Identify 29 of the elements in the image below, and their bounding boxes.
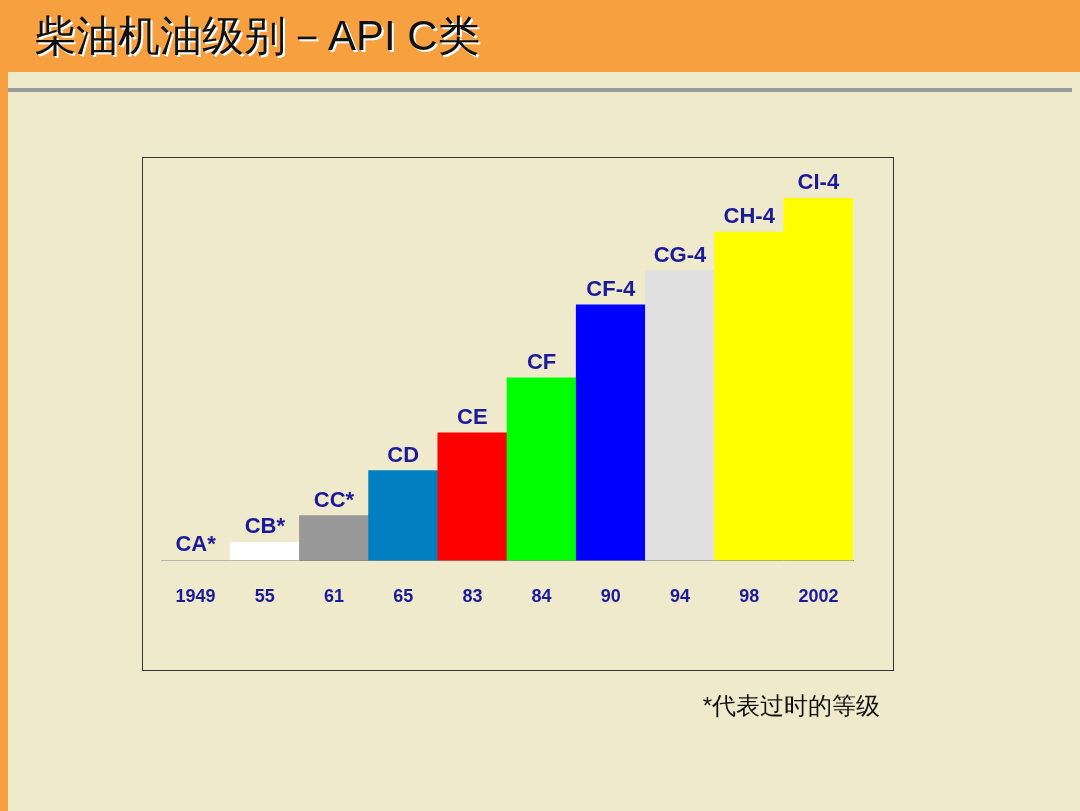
bar [368, 470, 439, 561]
chart-title: 柴油机油级别－API C类 [34, 11, 480, 61]
bar [229, 541, 300, 561]
x-tick-label: 2002 [798, 586, 839, 607]
x-tick-label: 1949 [175, 586, 216, 607]
x-tick-label: 65 [393, 586, 414, 607]
x-tick-label: 84 [531, 586, 552, 607]
bar [645, 270, 715, 561]
annotation: CF [526, 348, 557, 374]
annotation: CI-4 [797, 169, 840, 195]
annotation: CH-4 [723, 203, 776, 229]
bar [437, 432, 508, 561]
annotation: CE [457, 403, 488, 429]
annotation: CB* [244, 513, 286, 539]
x-tick-label: 98 [739, 586, 760, 607]
annotation: CF-4 [586, 275, 637, 301]
annotation: CG-4 [653, 241, 708, 267]
text: *代表过时的等级 [702, 691, 880, 721]
bar [299, 515, 369, 561]
x-tick-label: 61 [323, 586, 345, 607]
annotation: CA* [175, 531, 217, 557]
bar [506, 377, 577, 561]
x-tick-label: 83 [462, 586, 483, 607]
x-tick-label: 90 [600, 586, 621, 607]
annotation: CD [387, 441, 420, 467]
x-tick-label: 55 [254, 586, 275, 607]
x-tick-label: 94 [669, 586, 691, 607]
bar [575, 304, 646, 561]
annotation: CC* [313, 486, 355, 512]
